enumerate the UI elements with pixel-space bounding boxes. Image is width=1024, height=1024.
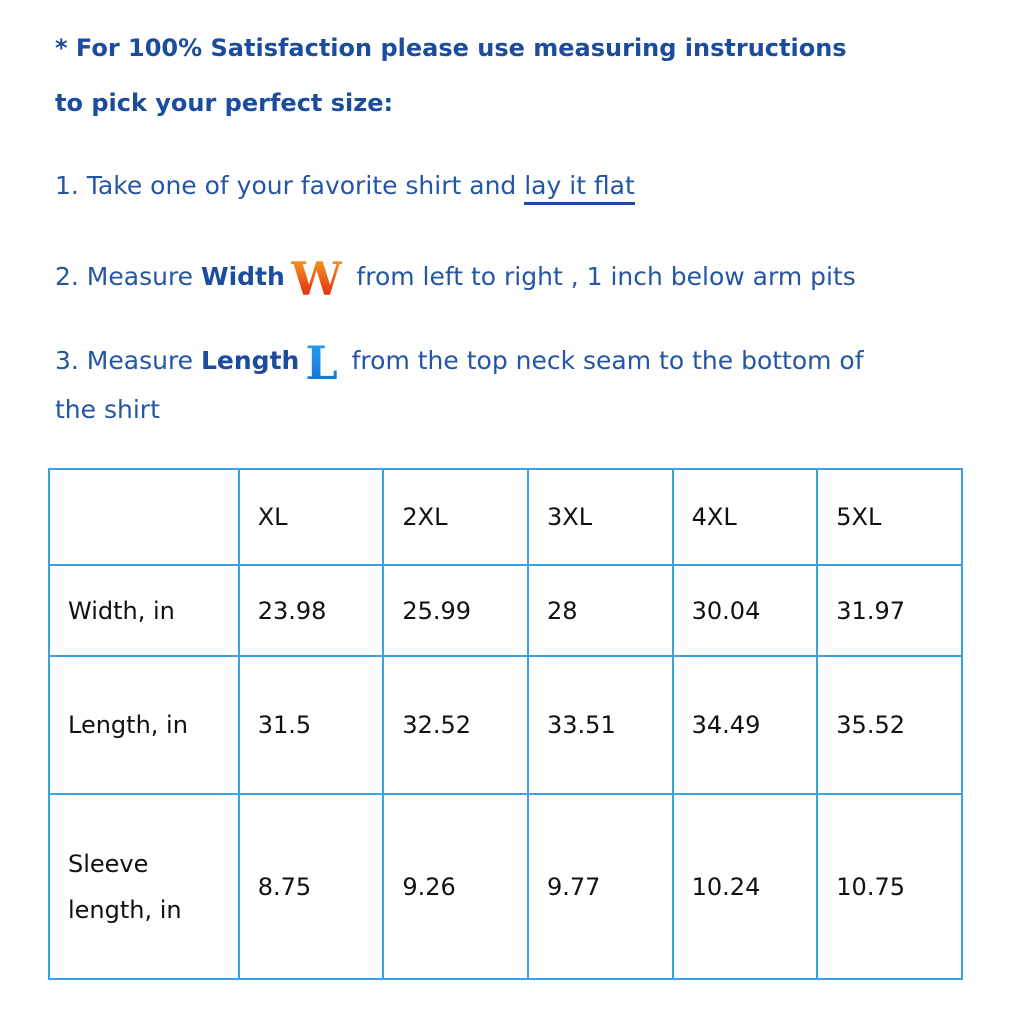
cell: 30.04 <box>671 564 819 657</box>
step-text: 1. Take one of your favorite shirt and <box>55 171 525 200</box>
cell: 25.99 <box>382 564 529 657</box>
heading-line-2: to pick your perfect size: <box>55 89 394 117</box>
step-2: 2. Measure Width W from left to right , 1… <box>55 256 856 302</box>
row-label: Sleeve length, in <box>48 793 240 980</box>
length-label: Length <box>201 346 300 375</box>
cell: 8.75 <box>237 793 385 980</box>
cell: 28 <box>527 564 674 657</box>
step-1: 1. Take one of your favorite shirt and l… <box>55 171 635 205</box>
lay-flat-link[interactable]: lay it flat <box>524 171 635 205</box>
cell: 10.24 <box>671 793 819 980</box>
header-cell: 2XL <box>382 468 529 566</box>
width-w-icon: W <box>290 252 343 306</box>
header-row: XL 2XL 3XL 4XL 5XL <box>48 468 963 566</box>
cell: 9.77 <box>527 793 674 980</box>
cell: 9.26 <box>382 793 529 980</box>
table-row: Length, in 31.5 32.52 33.51 34.49 35.52 <box>48 655 963 795</box>
step-text: 3. Measure <box>55 346 201 375</box>
step-text: from the top neck seam to the bottom of <box>343 346 864 375</box>
step-3: 3. Measure Length L from the top neck sea… <box>55 340 864 386</box>
table-row: Sleeve length, in 8.75 9.26 9.77 10.24 1… <box>48 793 963 980</box>
cell: 10.75 <box>816 793 963 980</box>
step-text: 2. Measure <box>55 262 201 291</box>
row-label: Width, in <box>48 564 240 657</box>
size-table: XL 2XL 3XL 4XL 5XL Width, in 23.98 25.99… <box>48 468 963 980</box>
width-label: Width <box>201 262 285 291</box>
cell: 33.51 <box>527 655 674 795</box>
step-text: from left to right , 1 inch below arm pi… <box>348 262 856 291</box>
header-cell: 3XL <box>527 468 674 566</box>
header-cell <box>48 468 240 566</box>
cell: 23.98 <box>237 564 385 657</box>
table-row: Width, in 23.98 25.99 28 30.04 31.97 <box>48 564 963 657</box>
header-cell: 5XL <box>816 468 963 566</box>
header-cell: XL <box>237 468 385 566</box>
heading-line-1: * For 100% Satisfaction please use measu… <box>55 34 847 62</box>
row-label: Length, in <box>48 655 240 795</box>
header-cell: 4XL <box>671 468 819 566</box>
cell: 31.97 <box>816 564 963 657</box>
cell: 35.52 <box>816 655 963 795</box>
cell: 34.49 <box>671 655 819 795</box>
cell: 31.5 <box>237 655 385 795</box>
step-3-continued: the shirt <box>55 395 160 424</box>
length-l-icon: L <box>305 336 338 390</box>
cell: 32.52 <box>382 655 529 795</box>
